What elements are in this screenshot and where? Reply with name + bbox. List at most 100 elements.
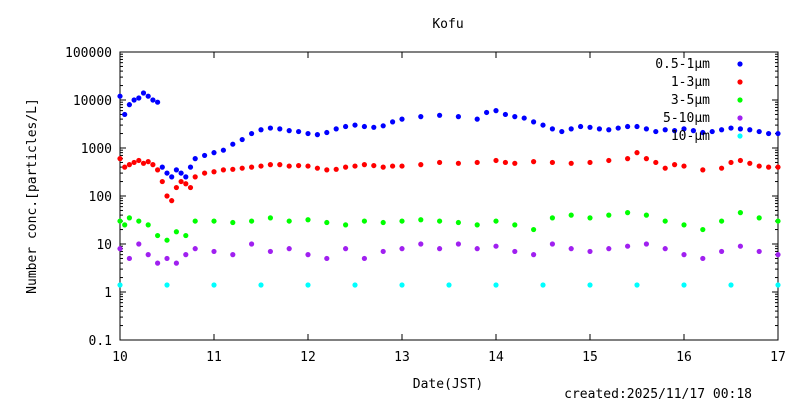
x-tick-label: 10 <box>112 350 128 365</box>
data-point <box>122 222 128 228</box>
data-point <box>606 246 612 252</box>
data-point <box>596 126 603 132</box>
data-point <box>399 163 405 169</box>
data-point <box>437 159 443 166</box>
data-point <box>239 136 245 143</box>
y-tick-label: 1 <box>104 286 112 301</box>
data-point <box>643 126 650 132</box>
data-point <box>756 248 762 255</box>
data-point <box>164 170 170 176</box>
data-point <box>192 174 198 180</box>
data-point <box>484 109 490 116</box>
data-point <box>220 147 226 153</box>
legend-label: 5-10μm <box>663 111 710 126</box>
data-point <box>437 112 443 118</box>
data-point <box>719 165 725 171</box>
data-point <box>192 156 198 162</box>
data-point <box>249 241 255 247</box>
data-point <box>531 226 537 233</box>
data-point <box>305 217 311 223</box>
data-point <box>380 248 386 255</box>
data-point <box>775 218 781 224</box>
data-point <box>700 129 706 136</box>
data-point <box>371 124 377 130</box>
data-point <box>437 246 443 252</box>
data-point <box>728 282 734 288</box>
data-point <box>634 282 640 288</box>
data-point <box>305 282 311 288</box>
data-point <box>164 255 170 262</box>
data-point <box>399 282 405 288</box>
data-point <box>286 246 292 252</box>
data-point <box>766 164 772 170</box>
data-point <box>625 210 631 216</box>
data-point <box>145 93 151 99</box>
data-point <box>775 282 781 288</box>
data-point <box>164 237 170 243</box>
data-point <box>136 218 142 224</box>
data-point <box>606 127 612 133</box>
data-point <box>728 159 734 166</box>
data-point <box>155 260 161 266</box>
data-point <box>549 159 556 166</box>
data-point <box>277 162 283 168</box>
data-point <box>230 252 236 258</box>
data-point <box>122 164 128 170</box>
x-tick-label: 12 <box>300 350 316 365</box>
data-point <box>361 162 367 168</box>
data-point <box>296 162 302 169</box>
data-point <box>286 163 292 169</box>
data-point <box>474 246 480 252</box>
data-point <box>117 93 123 99</box>
data-point <box>606 212 612 218</box>
data-point <box>502 111 508 118</box>
data-point <box>549 241 556 247</box>
y-tick-label: 10000 <box>73 94 112 109</box>
data-point <box>230 141 236 147</box>
data-point <box>249 164 255 170</box>
data-point <box>155 232 161 239</box>
created-timestamp: created:2025/11/17 00:18 <box>564 387 752 400</box>
data-point <box>719 127 725 133</box>
data-point <box>343 222 349 228</box>
data-point <box>493 108 499 114</box>
y-tick-label: 0.1 <box>89 334 112 349</box>
data-point <box>361 123 367 130</box>
data-point <box>211 248 217 255</box>
data-point <box>568 212 574 218</box>
data-point <box>672 162 678 168</box>
data-point <box>737 243 744 249</box>
data-point <box>173 260 179 266</box>
legend-marker <box>737 133 743 139</box>
data-point <box>249 130 255 137</box>
data-point <box>126 255 132 262</box>
data-point <box>700 226 706 233</box>
data-point <box>249 218 255 224</box>
data-point <box>131 159 137 166</box>
data-point <box>737 157 744 164</box>
data-point <box>380 219 386 226</box>
data-point <box>643 156 650 162</box>
data-point <box>756 163 762 169</box>
data-point <box>756 128 762 135</box>
data-point <box>399 246 405 252</box>
data-point <box>145 222 151 228</box>
data-point <box>211 218 217 224</box>
data-point <box>531 159 537 165</box>
data-point <box>305 252 311 258</box>
data-point <box>474 116 480 122</box>
y-axis-title: Number conc.[particles/L] <box>25 98 40 294</box>
data-point <box>183 181 189 187</box>
data-point <box>455 241 461 247</box>
data-point <box>766 130 772 137</box>
data-point <box>568 126 574 132</box>
data-point <box>352 122 358 128</box>
data-point <box>437 218 443 224</box>
chart-title: Kofu <box>432 17 463 32</box>
y-tick-label: 100000 <box>65 46 112 61</box>
data-point <box>493 157 499 164</box>
data-point <box>587 282 593 288</box>
data-point <box>540 282 546 288</box>
data-point <box>178 178 184 185</box>
